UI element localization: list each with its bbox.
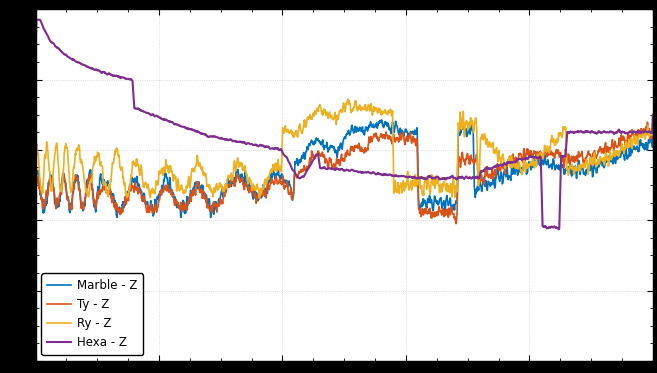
Marble - Z [631,147,639,152]
Marble - Z [518,165,526,170]
Ty - Z [649,112,657,117]
Hexa - Z [32,18,40,22]
Ty - Z [63,192,71,196]
Ry - Z [63,146,71,151]
Line: Hexa - Z: Hexa - Z [35,20,653,229]
Line: Ty - Z: Ty - Z [35,115,653,224]
Ry - Z [631,138,639,143]
Hexa - Z [555,227,562,232]
Ry - Z [518,171,526,176]
Marble - Z [177,215,185,220]
Hexa - Z [332,167,340,171]
Marble - Z [32,128,39,132]
Ty - Z [631,132,639,137]
Marble - Z [631,147,639,151]
Marble - Z [378,118,386,122]
Hexa - Z [315,163,323,167]
Ry - Z [344,97,352,101]
Ry - Z [631,142,639,146]
Ty - Z [452,222,460,226]
Marble - Z [332,148,340,153]
Marble - Z [315,140,323,145]
Ty - Z [631,135,639,140]
Marble - Z [649,129,657,133]
Ty - Z [315,151,323,156]
Line: Marble - Z: Marble - Z [35,120,653,217]
Ty - Z [32,131,39,135]
Hexa - Z [63,54,71,59]
Ry - Z [255,196,263,200]
Ry - Z [32,113,39,117]
Hexa - Z [32,47,39,52]
Ry - Z [649,121,657,126]
Ty - Z [332,164,340,169]
Hexa - Z [631,130,639,135]
Ty - Z [518,157,526,162]
Legend: Marble - Z, Ty - Z, Ry - Z, Hexa - Z: Marble - Z, Ty - Z, Ry - Z, Hexa - Z [41,273,143,355]
Hexa - Z [649,113,657,118]
Hexa - Z [518,157,526,162]
Ry - Z [332,121,340,125]
Marble - Z [63,197,71,201]
Hexa - Z [631,130,639,134]
Line: Ry - Z: Ry - Z [35,99,653,198]
Ry - Z [315,102,323,107]
